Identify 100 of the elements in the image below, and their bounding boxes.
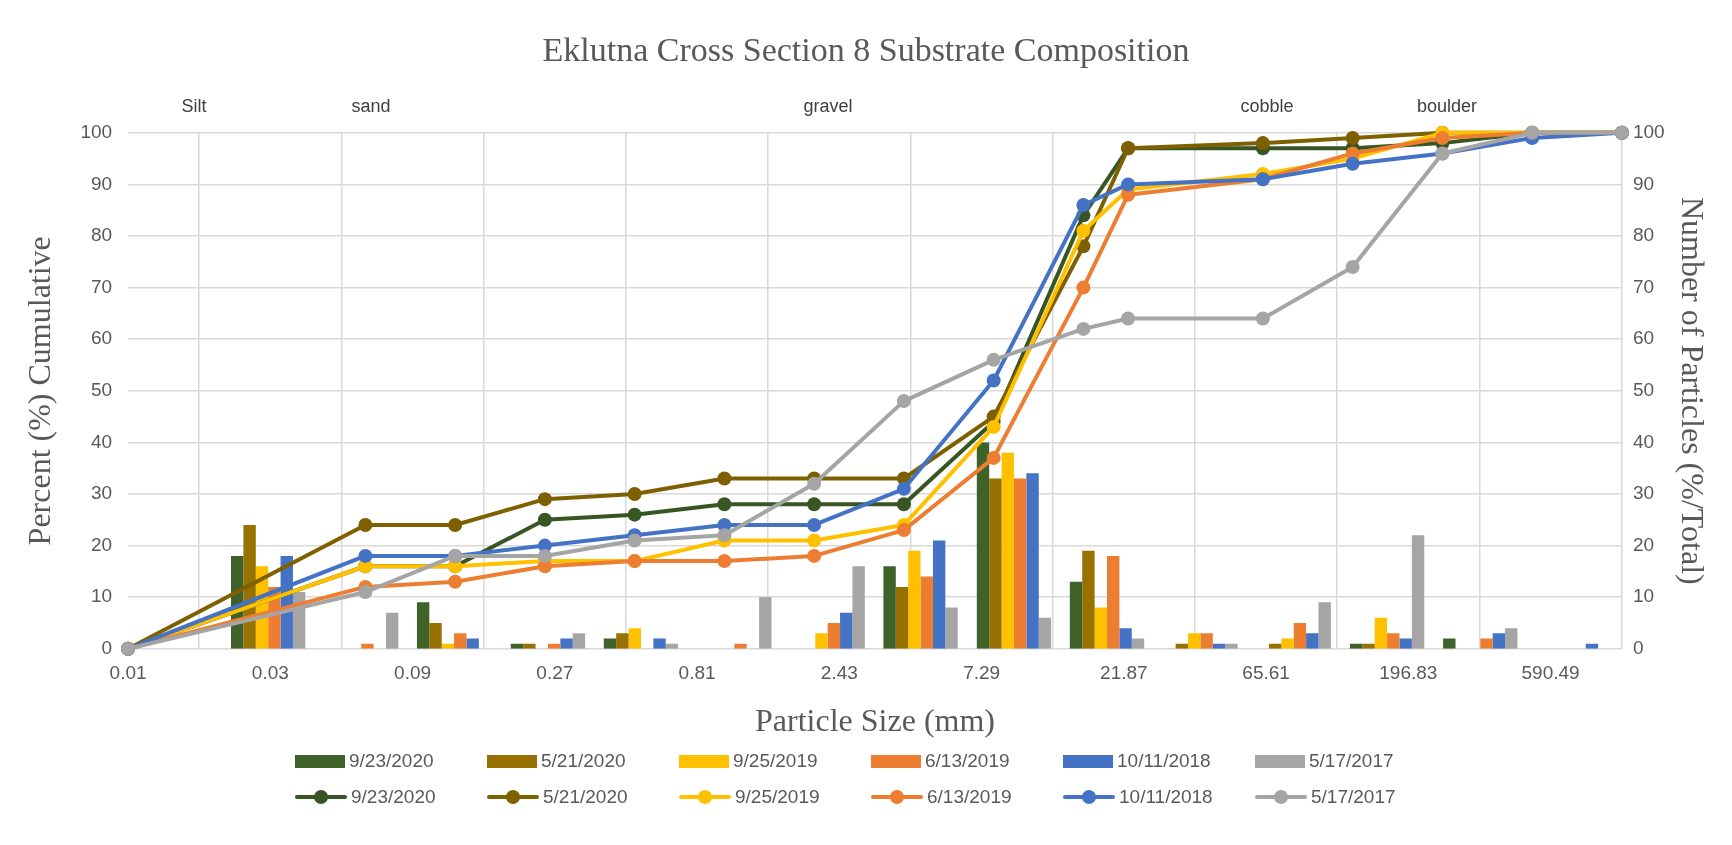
point (1255, 311, 1270, 326)
x-tick-label: 196.83 (1379, 662, 1438, 684)
y2-tick-label: 80 (1632, 224, 1655, 246)
bar (920, 576, 933, 649)
legend-label: 5/17/2017 (1311, 786, 1396, 808)
bar (1026, 473, 1039, 649)
point (1076, 280, 1091, 295)
bar (1443, 638, 1456, 649)
point (896, 394, 911, 409)
bar (976, 442, 990, 649)
text: sand (351, 96, 391, 117)
point (807, 476, 822, 491)
bar (603, 638, 617, 649)
legend-label: 6/13/2019 (925, 750, 1010, 772)
legend-label: 9/25/2019 (733, 750, 818, 772)
bar (1082, 550, 1095, 649)
point (537, 512, 552, 527)
y-tick-label: 100 (80, 121, 113, 143)
bar (883, 566, 896, 649)
x-tick-label: 0.81 (678, 662, 716, 684)
point (448, 517, 463, 532)
x-tick-label: 0.09 (394, 662, 432, 684)
point (627, 487, 642, 501)
x-tick-label: 2.43 (820, 662, 858, 684)
point (537, 492, 552, 507)
point (358, 517, 373, 532)
x-tick-label: 590.49 (1521, 662, 1580, 684)
bar (840, 612, 853, 649)
bar (1399, 638, 1412, 649)
bar (1131, 638, 1145, 649)
point (627, 533, 642, 548)
bar (1293, 623, 1307, 649)
text: gravel (803, 96, 853, 117)
bar (429, 623, 442, 649)
point (448, 574, 463, 589)
bar (989, 478, 1002, 649)
y2-tick-label: 30 (1632, 482, 1655, 504)
bar (1107, 555, 1120, 649)
point (807, 517, 822, 532)
point (537, 548, 552, 563)
point (717, 528, 732, 543)
bar (945, 607, 958, 649)
point (358, 585, 373, 600)
legend-label: 10/11/2018 (1117, 750, 1211, 772)
bar (1480, 638, 1493, 649)
y2-tick-label: 70 (1632, 275, 1655, 297)
point (986, 373, 1001, 388)
bar (1069, 581, 1083, 649)
point (1076, 198, 1091, 213)
bar (1200, 633, 1213, 649)
point (807, 548, 822, 563)
point (896, 497, 911, 512)
y2-axis-title: Number of Particles (%/Total) (1675, 196, 1712, 585)
x-tick-label: 21.87 (1100, 662, 1148, 684)
y2-tick-label: 90 (1632, 172, 1655, 194)
point (1345, 156, 1360, 171)
x-tick-label: 7.29 (963, 662, 1001, 684)
point (627, 507, 642, 522)
legend-label: 6/13/2019 (927, 786, 1012, 808)
bar (759, 597, 772, 649)
y2-tick-label: 10 (1632, 585, 1655, 607)
bar (1505, 628, 1518, 649)
bar (815, 633, 828, 649)
bar (932, 540, 946, 649)
text: Silt (181, 96, 207, 117)
bar (908, 550, 921, 649)
x-tick-label: 0.01 (109, 662, 147, 684)
y2-tick-label: 100 (1632, 121, 1665, 143)
bar (454, 633, 467, 649)
point (717, 497, 732, 512)
bar (1001, 452, 1014, 649)
point (896, 523, 911, 538)
bar (1038, 617, 1052, 649)
bar (560, 638, 573, 649)
x-tick-label: 65.61 (1242, 662, 1290, 684)
text: cobble (1240, 96, 1294, 117)
bar (1318, 602, 1331, 649)
bar (852, 566, 865, 649)
point (896, 481, 911, 496)
y-tick-label: 90 (90, 172, 113, 194)
y2-tick-label: 0 (1632, 637, 1644, 659)
y-tick-label: 20 (90, 533, 113, 555)
y2-tick-label: 40 (1632, 430, 1655, 452)
y-tick-label: 0 (101, 637, 113, 659)
bar (466, 638, 479, 649)
bar (895, 586, 909, 649)
legend-label: 10/11/2018 (1119, 786, 1213, 808)
point (986, 450, 1001, 465)
bar (628, 628, 641, 649)
bar (1281, 638, 1294, 649)
legend-label: 5/17/2017 (1309, 750, 1394, 772)
bar (616, 633, 629, 649)
y-tick-label: 10 (90, 585, 113, 607)
point (1076, 321, 1091, 336)
bar (1119, 628, 1132, 649)
point (717, 554, 732, 569)
bar (1094, 607, 1107, 649)
y-tick-label: 50 (90, 379, 113, 401)
bar (827, 623, 841, 649)
legend-label: 9/23/2020 (349, 750, 434, 772)
